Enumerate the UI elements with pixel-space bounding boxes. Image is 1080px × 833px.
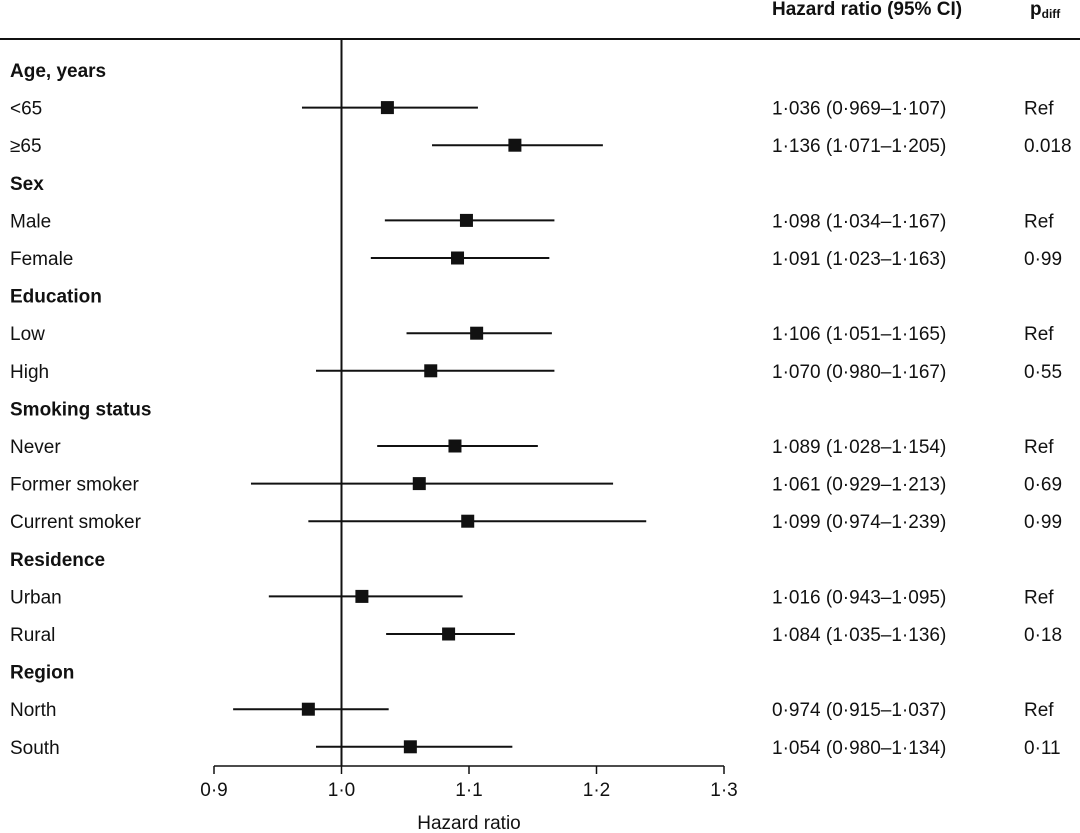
hr-point	[470, 326, 484, 340]
group-label: Age, years	[10, 61, 106, 82]
x-tick-label: 1·0	[328, 780, 355, 801]
x-ticks: 0·9 1·0 1·1 1·2 1·3	[200, 766, 738, 801]
subgroup-label: Low	[10, 324, 45, 345]
subgroup-label: Rural	[10, 625, 55, 646]
x-tick-label: 1·3	[710, 780, 737, 801]
subgroup-label: North	[10, 700, 56, 721]
hr-point	[301, 702, 315, 716]
hr-ci-value: 1·016 (0·943–1·095)	[772, 587, 946, 608]
p-value: 0.018	[1024, 136, 1072, 157]
hr-ci-value: 1·089 (1·028–1·154)	[772, 437, 946, 458]
subgroup-label: Urban	[10, 587, 62, 608]
hr-point	[508, 138, 522, 152]
rows-layer: Age, years <65 1·036 (0·969–1·107) Ref ≥65 1·…	[10, 61, 1072, 759]
p-value: 0·69	[1024, 475, 1062, 496]
hr-ci-value: 1·106 (1·051–1·165)	[772, 324, 946, 345]
hr-point	[424, 364, 438, 378]
x-axis-label: Hazard ratio	[417, 813, 521, 833]
p-value: 0·99	[1024, 512, 1062, 533]
hr-ci-value: 1·070 (0·980–1·167)	[772, 362, 946, 383]
hr-ci-value: 1·098 (1·034–1·167)	[772, 211, 946, 232]
p-value: 0·99	[1024, 249, 1062, 270]
subgroup-label: Female	[10, 249, 73, 270]
hr-ci-value: 1·084 (1·035–1·136)	[772, 625, 946, 646]
hr-ci-value: 0·974 (0·915–1·037)	[772, 700, 946, 721]
subgroup-label: ≥65	[10, 136, 42, 157]
header-p-value: pdiff	[1030, 0, 1061, 21]
x-tick-label: 1·1	[455, 780, 482, 801]
hr-ci-value: 1·091 (1·023–1·163)	[772, 249, 946, 270]
p-value: Ref	[1024, 700, 1054, 721]
subgroup-label: High	[10, 362, 49, 383]
subgroup-label: <65	[10, 99, 42, 120]
p-value: Ref	[1024, 324, 1054, 345]
p-value: 0·18	[1024, 625, 1062, 646]
group-label: Smoking status	[10, 399, 151, 420]
hr-point	[442, 627, 456, 641]
group-label: Residence	[10, 550, 105, 571]
group-label: Region	[10, 663, 74, 684]
subgroup-label: Never	[10, 437, 61, 458]
subgroup-label: South	[10, 738, 60, 759]
p-value: Ref	[1024, 99, 1054, 120]
hr-point	[451, 251, 465, 265]
p-value: Ref	[1024, 587, 1054, 608]
header-hazard-ratio: Hazard ratio (95% CI)	[772, 0, 962, 20]
x-tick-label: 1·2	[583, 780, 610, 801]
hr-ci-value: 1·136 (1·071–1·205)	[772, 136, 946, 157]
hr-ci-value: 1·061 (0·929–1·213)	[772, 475, 946, 496]
p-value: 0·11	[1024, 738, 1061, 759]
header-p-main: p	[1030, 0, 1042, 20]
hr-point	[448, 439, 462, 453]
p-value: 0·55	[1024, 362, 1062, 383]
hr-point	[355, 589, 369, 603]
group-label: Sex	[10, 174, 44, 195]
subgroup-label: Former smoker	[10, 475, 139, 496]
hr-point	[403, 740, 417, 754]
x-tick-label: 0·9	[200, 780, 227, 801]
hr-point	[380, 101, 394, 115]
header-p-sub: diff	[1042, 7, 1062, 21]
hr-ci-value: 1·054 (0·980–1·134)	[772, 738, 946, 759]
p-value: Ref	[1024, 211, 1054, 232]
group-label: Education	[10, 287, 102, 308]
hr-point	[459, 213, 473, 227]
hr-point	[461, 514, 475, 528]
subgroup-label: Male	[10, 211, 51, 232]
subgroup-label: Current smoker	[10, 512, 142, 533]
hr-ci-value: 1·099 (0·974–1·239)	[772, 512, 946, 533]
hr-ci-value: 1·036 (0·969–1·107)	[772, 99, 946, 120]
hr-point	[412, 477, 426, 491]
p-value: Ref	[1024, 437, 1054, 458]
